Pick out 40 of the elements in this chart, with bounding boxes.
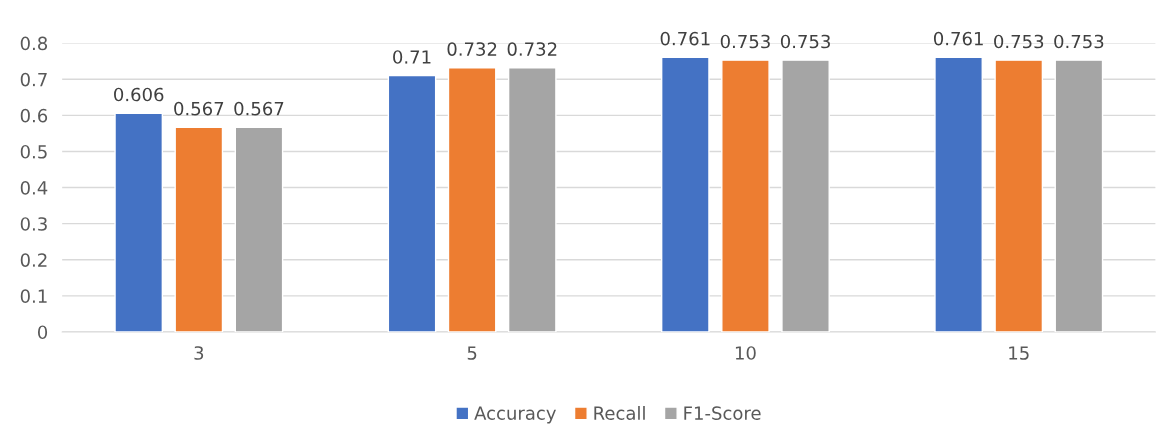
data-label: 0.567 <box>174 101 224 116</box>
y-tick-label: 0.4 <box>20 181 48 195</box>
bar <box>447 67 497 332</box>
y-tick-label: 0.3 <box>20 217 47 231</box>
data-label: 0.761 <box>933 31 983 46</box>
bar <box>387 74 437 332</box>
y-tick-label: 0.8 <box>20 36 48 51</box>
data-label: 0.732 <box>507 42 557 56</box>
x-tick-label: 10 <box>735 346 756 360</box>
legend-label: F1-Score <box>684 406 761 420</box>
x-tick-label: 5 <box>467 346 477 360</box>
data-label: 0.753 <box>780 34 830 49</box>
y-tick-label: 0.6 <box>20 108 48 123</box>
data-label: 0.71 <box>393 50 431 64</box>
bar <box>234 126 284 332</box>
bar <box>507 67 557 332</box>
data-label: 0.567 <box>234 101 284 116</box>
bar <box>660 56 710 332</box>
bar <box>994 59 1044 332</box>
bar <box>781 59 830 332</box>
bar <box>1054 59 1104 332</box>
legend-label: Recall <box>594 405 645 420</box>
bar <box>934 56 983 332</box>
legend-label: Accuracy <box>474 406 556 424</box>
y-tick-label: 0.1 <box>20 289 47 303</box>
data-label: 0.753 <box>1054 34 1104 49</box>
y-tick-label: 0.2 <box>20 253 47 267</box>
data-label: 0.606 <box>114 87 164 102</box>
x-tick-label: 3 <box>194 346 204 360</box>
y-tick-label: 0.5 <box>20 144 47 159</box>
data-label: 0.732 <box>447 42 497 56</box>
y-tick-label: 0.7 <box>20 72 47 87</box>
data-label: 0.761 <box>660 31 710 46</box>
x-tick-label: 15 <box>1009 346 1029 360</box>
bar <box>721 59 770 332</box>
y-tick-label: 0 <box>37 325 48 340</box>
bar <box>174 126 224 332</box>
data-label: 0.753 <box>994 34 1044 49</box>
data-label: 0.753 <box>720 34 770 49</box>
bar <box>114 112 164 332</box>
